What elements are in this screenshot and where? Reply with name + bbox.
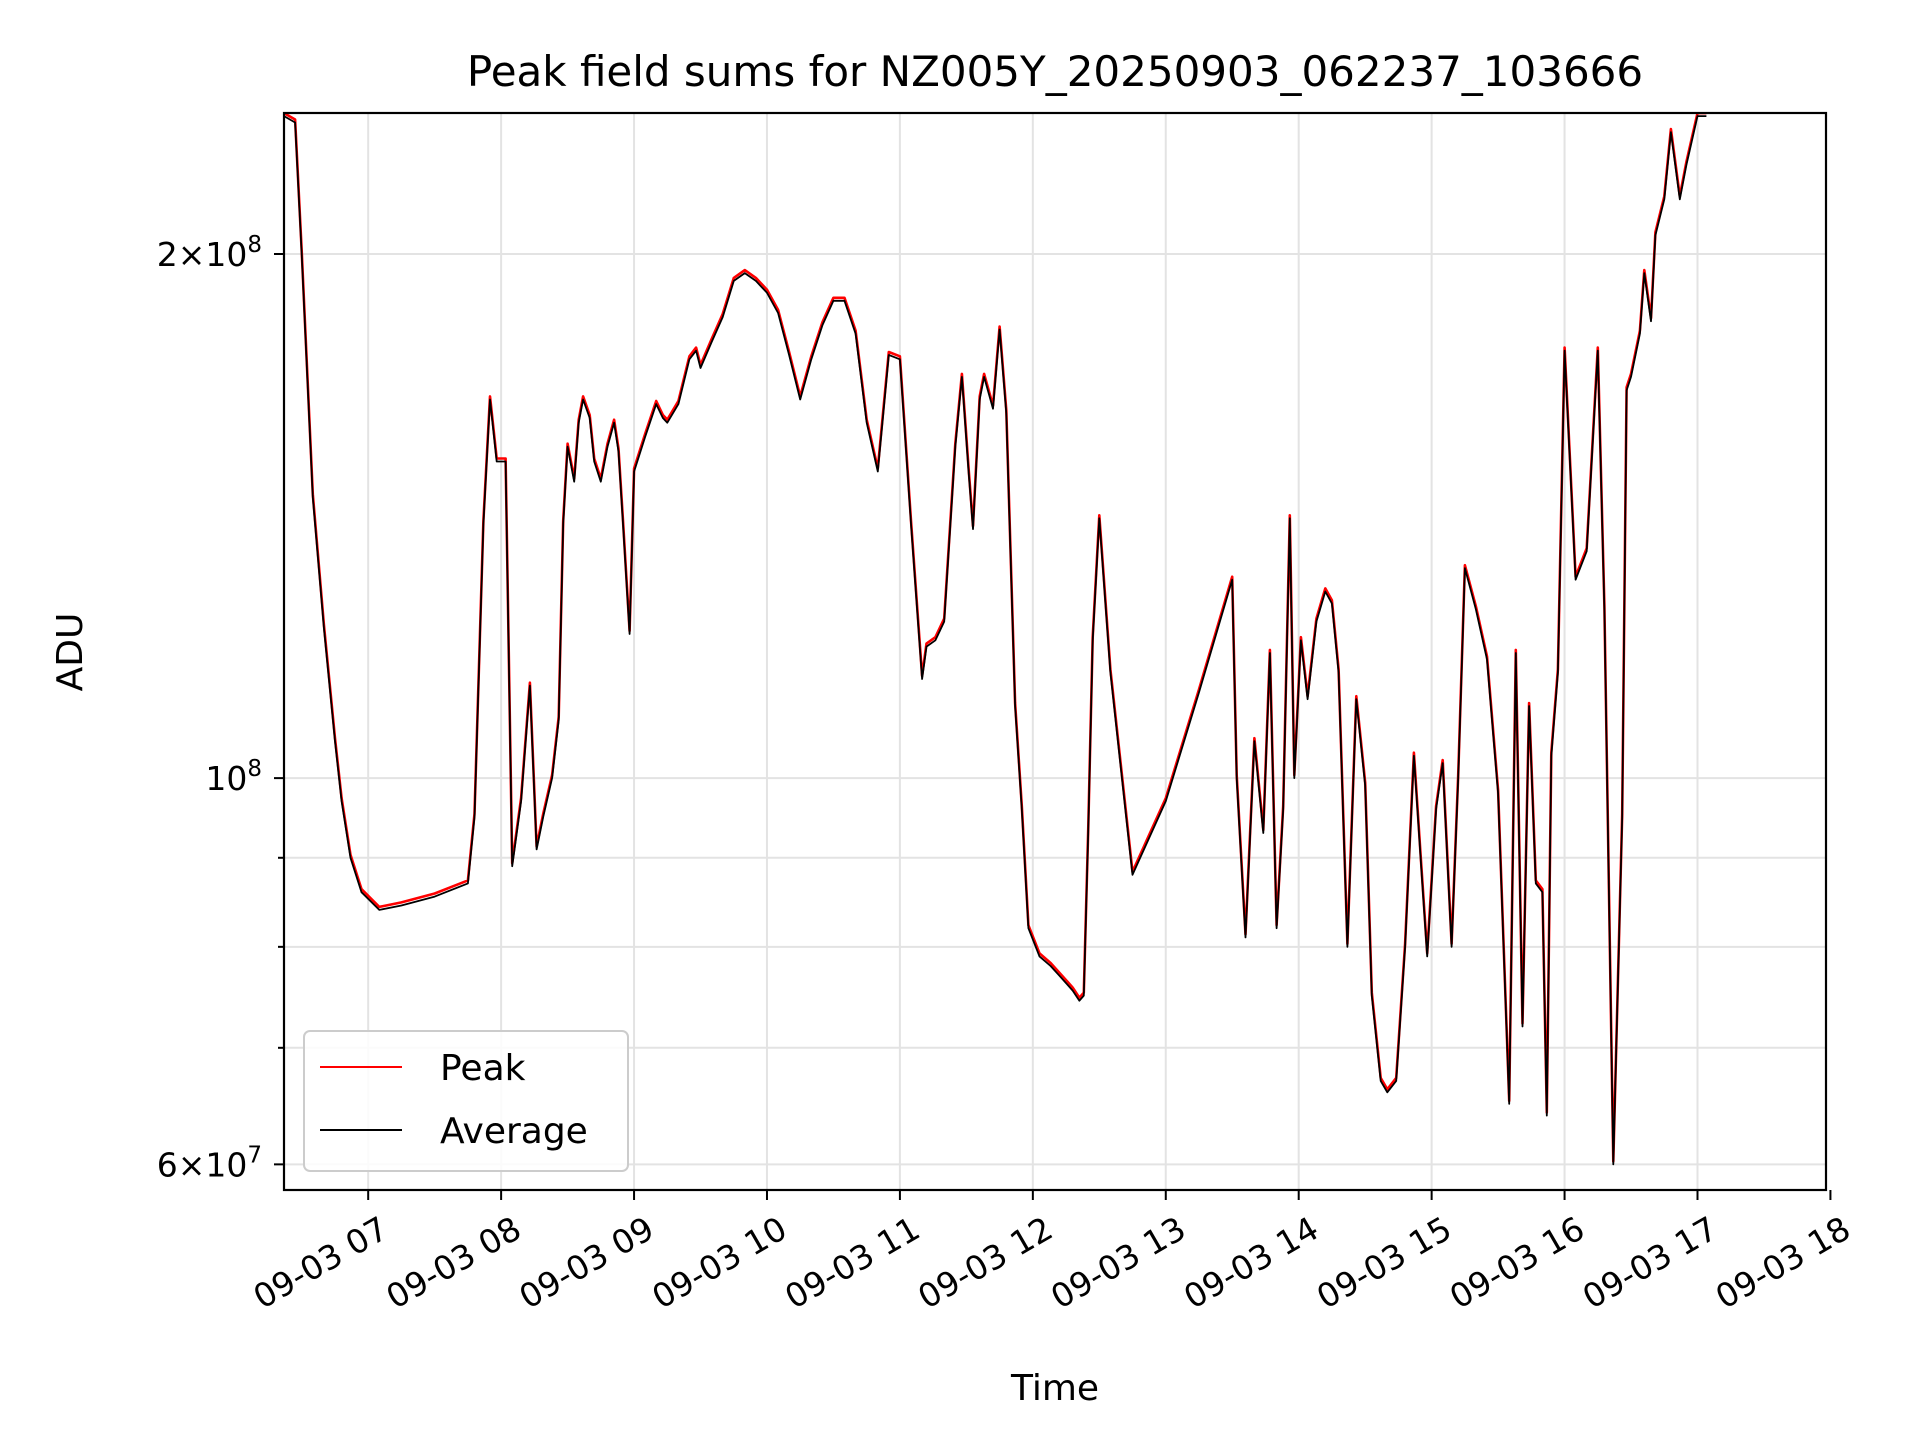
y-tick-label: 6×107 <box>157 1142 262 1184</box>
series-line-average <box>284 115 1707 1166</box>
y-tick-label: 108 <box>205 756 262 798</box>
plot-frame <box>282 111 1828 1192</box>
legend: Peak Average <box>303 1030 629 1172</box>
chart-title: Peak field sums for NZ005Y_20250903_0622… <box>467 47 1643 96</box>
y-axis-label: ADU <box>50 613 91 692</box>
legend-label-peak: Peak <box>440 1048 526 1089</box>
x-axis-label: Time <box>1010 1368 1099 1409</box>
y-tick-label: 2×108 <box>157 232 262 274</box>
y-axis: 6×107 108 2×108 <box>157 232 284 1184</box>
series-layer <box>284 113 1707 1166</box>
legend-label-average: Average <box>440 1111 588 1152</box>
